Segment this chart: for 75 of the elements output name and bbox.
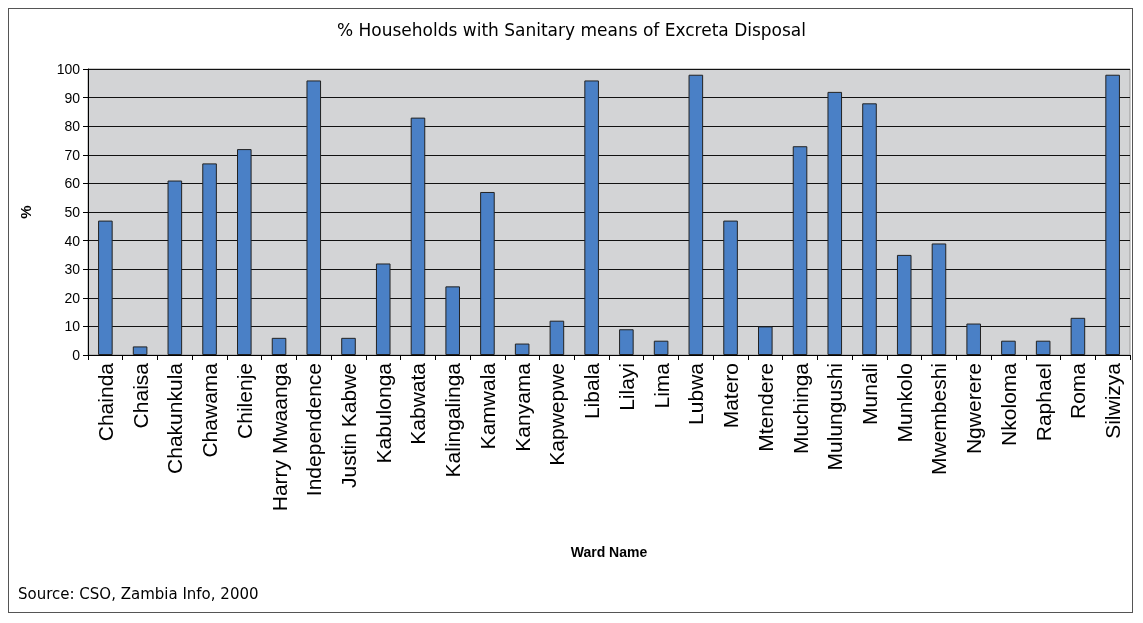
y-tick-label: 0 xyxy=(72,347,81,363)
x-tick-label: Chaisa xyxy=(128,362,152,429)
x-axis-title: Ward Name xyxy=(570,544,648,560)
x-tick-label: Chilenje xyxy=(232,363,256,439)
bar xyxy=(98,220,113,355)
x-tick-label: Muchinga xyxy=(788,362,812,455)
source-note: Source: CSO, Zambia Info, 2000 xyxy=(18,584,259,603)
x-tick-label: Kamwala xyxy=(475,362,499,450)
bar xyxy=(480,191,495,355)
bar xyxy=(862,103,877,355)
bar xyxy=(619,329,634,355)
bar xyxy=(931,243,947,355)
x-tick-label: Independence xyxy=(302,363,326,497)
x-tick-label: Kapwepwe xyxy=(545,363,569,466)
bar xyxy=(723,220,738,355)
x-tick-label: Silwizya xyxy=(1101,362,1125,439)
bar xyxy=(237,149,252,355)
bar xyxy=(792,146,808,355)
x-tick-label: Harry Mwaanga xyxy=(267,362,291,512)
bar xyxy=(306,80,322,355)
x-tick-label: Mtendere xyxy=(753,363,777,452)
bar xyxy=(445,286,460,355)
bar xyxy=(1070,317,1086,355)
x-tick-label: Munali xyxy=(858,363,881,425)
x-tick-label: Lilayi xyxy=(614,363,638,411)
y-tick-label: 50 xyxy=(64,204,81,220)
bar xyxy=(549,320,565,355)
chart-title: % Households with Sanitary means of Excreta Disposal xyxy=(336,19,807,40)
bar xyxy=(688,74,704,355)
bar xyxy=(653,340,669,355)
bar xyxy=(896,254,912,355)
x-tick-label: Kalingalinga xyxy=(441,362,465,478)
bar xyxy=(271,337,287,355)
x-tick-label: Lima xyxy=(649,362,673,409)
bar xyxy=(375,263,391,355)
y-tick-label: 70 xyxy=(64,146,81,163)
x-tick-label: Nkoloma xyxy=(996,362,1020,446)
x-tick-label: Kabwata xyxy=(406,362,430,445)
x-tick-label: Ngwerere xyxy=(962,363,986,455)
bar xyxy=(827,91,843,355)
y-tick-label: 60 xyxy=(64,175,81,192)
y-tick-label: 100 xyxy=(56,61,81,77)
bar xyxy=(167,180,183,355)
x-tick-label: Mwembeshi xyxy=(927,363,951,476)
x-tick-label: Mulungushi xyxy=(823,363,847,471)
y-tick-label: 30 xyxy=(64,261,81,278)
bar xyxy=(1105,74,1120,355)
x-tick-label: Chainda xyxy=(93,362,117,442)
x-tick-label: Chakunkula xyxy=(163,362,187,474)
bar xyxy=(758,326,773,355)
x-tick-label: Kanyama xyxy=(510,362,534,452)
y-tick-label: 10 xyxy=(64,318,81,335)
x-tick-label: Roma xyxy=(1066,362,1090,420)
bar xyxy=(966,323,981,355)
bar xyxy=(514,343,530,355)
bar xyxy=(584,80,599,355)
x-tick-label: Libala xyxy=(580,362,604,420)
y-tick-label: 90 xyxy=(64,89,81,106)
bar xyxy=(1001,340,1016,355)
x-tick-label: Matero xyxy=(719,363,743,429)
x-tick-label: Justin Kabwe xyxy=(337,363,360,488)
bar xyxy=(341,337,356,355)
x-tick-label: Kabulonga xyxy=(371,362,395,464)
y-tick-label: 40 xyxy=(64,232,81,249)
y-tick-label: 80 xyxy=(64,118,81,135)
x-tick-label: Chawama xyxy=(198,362,222,458)
bar xyxy=(202,163,217,355)
y-tick-label: 20 xyxy=(64,289,81,306)
y-axis-title: % xyxy=(17,205,34,219)
x-tick-label: Munkolo xyxy=(892,363,916,443)
bar xyxy=(1035,340,1051,355)
bar xyxy=(410,117,426,355)
x-tick-label: Lubwa xyxy=(684,362,708,425)
x-tick-label: Raphael xyxy=(1031,363,1055,442)
bar xyxy=(132,346,148,355)
